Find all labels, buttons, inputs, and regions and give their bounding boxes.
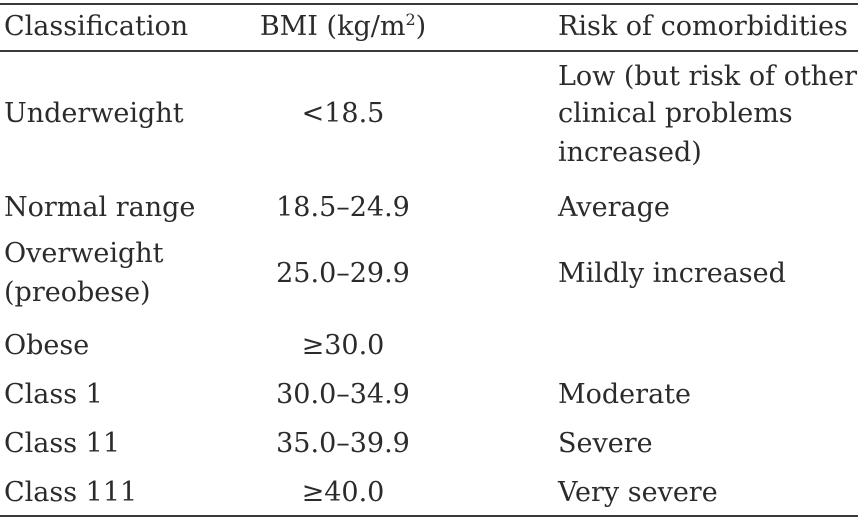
- row-bmi: 30.0–34.9: [276, 379, 410, 410]
- row-classification: Class 1: [4, 379, 103, 410]
- row-bmi: ≥30.0: [301, 330, 385, 361]
- header-bmi-superscript: 2: [405, 10, 416, 29]
- row-bmi: 35.0–39.9: [276, 428, 410, 459]
- row-classification: Normal range: [4, 192, 196, 223]
- row-classification: Class 111: [4, 477, 138, 508]
- header-classification: Classification: [4, 11, 189, 42]
- header-bmi: BMI (kg/m2): [240, 10, 446, 44]
- table-header-rule: [0, 50, 858, 52]
- header-risk: Risk of comorbidities: [558, 11, 848, 42]
- row-bmi: ≥40.0: [301, 477, 385, 508]
- table-top-rule: [0, 3, 858, 5]
- header-bmi-text: BMI (kg/m: [259, 11, 406, 42]
- row-risk: Moderate: [558, 379, 691, 410]
- row-classification: Underweight: [4, 98, 184, 129]
- row-classification: Obese: [4, 330, 90, 361]
- row-risk-line: clinical problems: [558, 98, 793, 129]
- row-bmi: 18.5–24.9: [276, 192, 410, 223]
- row-bmi: 25.0–29.9: [276, 258, 410, 289]
- header-bmi-close: ): [415, 11, 427, 42]
- row-risk-line: Low (but risk of other: [558, 61, 858, 92]
- row-bmi: <18.5: [301, 98, 385, 129]
- row-risk-line: increased): [558, 137, 702, 168]
- row-risk: Average: [558, 192, 670, 223]
- row-risk: Very severe: [558, 477, 718, 508]
- table-bottom-rule: [0, 515, 858, 517]
- row-classification-line: Overweight: [4, 238, 164, 269]
- row-risk: Severe: [558, 428, 653, 459]
- row-classification: Class 11: [4, 428, 121, 459]
- row-classification-line: (preobese): [4, 277, 151, 308]
- row-risk: Mildly increased: [558, 258, 786, 289]
